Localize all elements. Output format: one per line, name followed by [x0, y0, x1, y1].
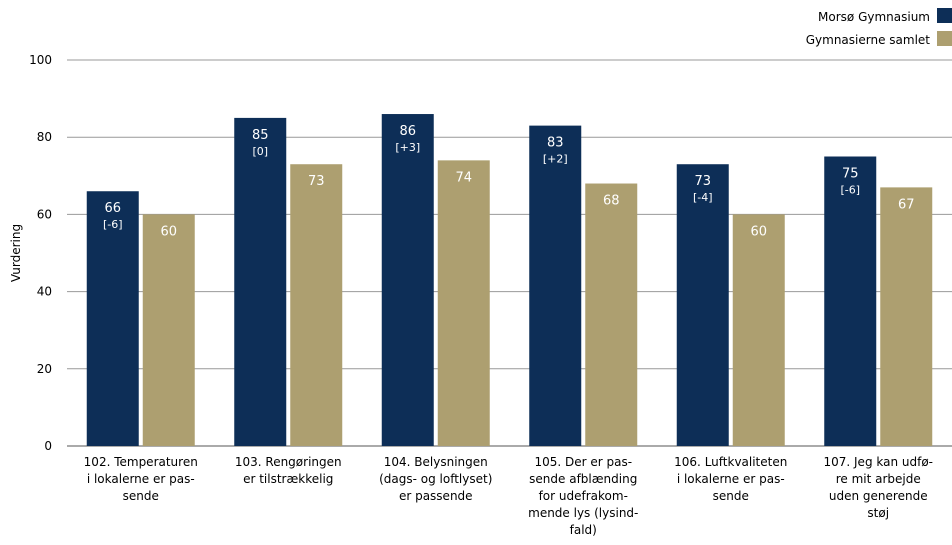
diff-label: [-6] [103, 218, 123, 231]
bar-samlet [290, 164, 343, 446]
bar-samlet [437, 160, 490, 447]
legend-label-samlet: Gymnasierne samlet [806, 33, 931, 47]
category-label: sende [713, 489, 749, 503]
category-label: 104. Belysningen [384, 455, 488, 469]
category-label: 102. Temperaturen [84, 455, 198, 469]
data-label: 74 [455, 170, 472, 185]
bars: 66 [-6] 60 85 [0] 73 86 [+3] 74 83 [+2] 68 73 [-4] 60 7… [86, 114, 933, 447]
legend-swatch-morso [937, 8, 952, 23]
category-label: 107. Jeg kan udfø- [823, 455, 933, 469]
data-label: 73 [694, 174, 711, 189]
data-label: 73 [308, 174, 325, 189]
category-label: er passende [399, 489, 473, 503]
diff-label: [0] [252, 145, 268, 158]
category-labels: 102. Temperaturen i lokalerne er pas-send… [84, 455, 933, 537]
y-tick-label: 20 [37, 362, 52, 376]
data-label: 66 [104, 201, 121, 216]
data-label: 68 [603, 194, 620, 209]
data-label: 60 [750, 224, 767, 239]
bar-morso [676, 164, 729, 446]
bar-morso [824, 156, 877, 446]
category-label: i lokalerne er pas- [677, 472, 785, 486]
y-tick-label: 100 [29, 53, 52, 67]
bar-morso [234, 117, 287, 447]
y-axis-label: Vurdering [9, 224, 23, 282]
bar-samlet [732, 214, 785, 446]
y-tick-label: 40 [37, 285, 52, 299]
diff-label: [-6] [840, 184, 860, 197]
category-label: sende afblænding [529, 472, 637, 486]
category-label: mende lys (lysind- [528, 506, 638, 520]
category-label: er tilstrækkelig [243, 472, 333, 486]
y-tick-label: 60 [37, 207, 52, 221]
category-label: 106. Luftkvaliteten [674, 455, 787, 469]
data-label: 67 [898, 197, 915, 212]
diff-label: [-4] [693, 191, 713, 204]
legend: Morsø Gymnasium Gymnasierne samlet [806, 8, 952, 47]
bar-morso [529, 125, 582, 447]
category-label: 105. Der er pas- [534, 455, 632, 469]
category-label: sende [123, 489, 159, 503]
diff-label: [+3] [395, 141, 420, 154]
category-label: uden generende [829, 489, 928, 503]
bar-samlet [880, 187, 933, 446]
category-label: 103. Rengøringen [235, 455, 342, 469]
legend-swatch-samlet [937, 31, 952, 46]
bar-morso [86, 191, 139, 446]
legend-label-morso: Morsø Gymnasium [818, 10, 930, 24]
y-tick-label: 0 [44, 439, 52, 453]
category-label: (dags- og loftlyset) [379, 472, 492, 486]
y-tick-label: 80 [37, 130, 52, 144]
y-axis-ticks: 0 20 40 60 80 100 [29, 53, 52, 453]
category-label: for udefrakom- [539, 489, 628, 503]
bar-samlet [142, 214, 195, 446]
data-label: 83 [547, 136, 564, 151]
gridlines [67, 59, 952, 447]
bar-samlet [585, 183, 638, 446]
category-label: støj [867, 506, 889, 520]
diff-label: [+2] [543, 153, 568, 166]
data-label: 60 [160, 224, 177, 239]
bar-morso [381, 114, 434, 446]
category-label: re mit arbejde [836, 472, 921, 486]
data-label: 86 [399, 124, 416, 139]
category-label: i lokalerne er pas- [87, 472, 195, 486]
category-label: fald) [570, 523, 597, 537]
data-label: 75 [842, 167, 859, 182]
data-label: 85 [252, 128, 269, 143]
